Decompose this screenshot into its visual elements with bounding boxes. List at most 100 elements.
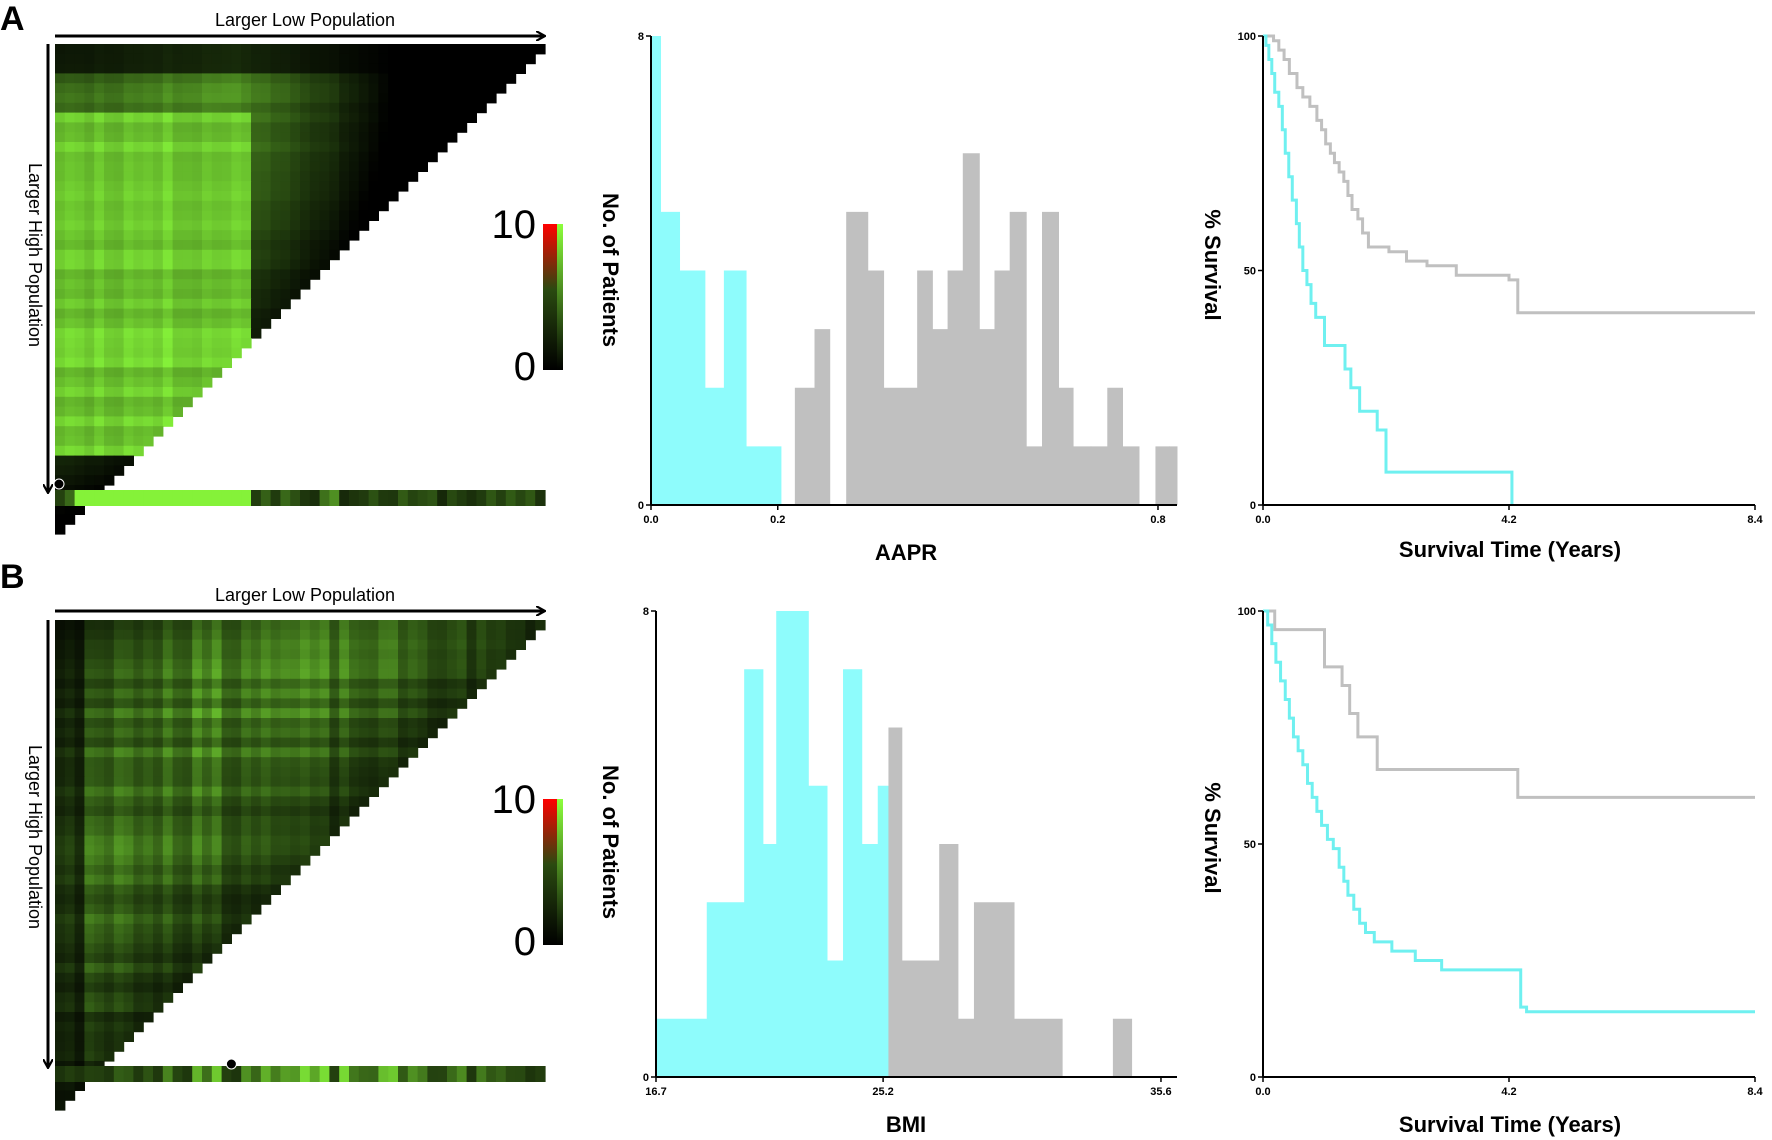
heatmap-cell [162,825,174,837]
heatmap-cell [64,377,76,388]
heatmap-cell [162,318,174,329]
heatmap-cell [368,63,379,74]
heatmap-cell [74,855,85,866]
heatmap-cell [447,122,458,133]
heatmap-cell [84,943,95,954]
heatmap-cell [143,347,154,359]
heatmap-cell [260,796,272,807]
heatmap-cell [123,259,134,270]
heatmap-cell [182,259,193,270]
histogram-bar [979,329,995,505]
heatmap-cell [368,151,379,163]
heatmap-cell [133,914,144,925]
heatmap-cell [74,933,85,944]
heatmap-cell [143,44,154,55]
heatmap-cell [211,669,223,680]
heatmap-cell [211,688,223,699]
heatmap-cell [211,649,223,660]
heatmap-cell [113,102,125,114]
heatmap-cell [300,786,311,797]
heatmap-cell [133,181,144,192]
heatmap-cell [202,161,213,172]
heatmap-cell [113,367,125,378]
heatmap-cell [525,629,536,641]
heatmap-cell [172,943,183,954]
heatmap-cell [153,308,164,319]
heatmap-cell [358,776,370,788]
heatmap-cell [280,639,291,650]
heatmap-cell [74,914,85,925]
heatmap-cell [211,678,223,690]
heatmap-cell [64,884,76,895]
heatmap-cell [162,757,174,768]
heatmap-cell [162,835,174,846]
heatmap-cell [133,445,144,457]
heatmap-cell [251,259,262,270]
heatmap-cell [133,629,144,641]
heatmap-cell [133,269,144,280]
heatmap-cell [300,629,311,641]
heatmap-cell [447,659,458,670]
heatmap-cell [172,377,183,388]
heatmap-cell [251,669,262,680]
heatmap-cell [104,1051,115,1062]
heatmap-cell [241,747,252,758]
heatmap-cell [192,269,203,280]
heatmap-cell [74,396,85,408]
heatmap-cell [104,865,115,876]
strip-cell [515,490,526,506]
heatmap-cell [94,102,105,114]
heatmap-cell [339,698,350,709]
heatmap-cell [290,63,301,74]
heatmap-cell [290,181,301,192]
heatmap-cell [270,161,281,172]
heatmap-cell [84,298,95,310]
heatmap-cell [64,181,76,192]
heatmap-cell [94,649,105,660]
heatmap-cell [172,708,183,719]
heatmap-cell [162,845,174,856]
heatmap-cell [300,806,311,817]
heatmap-cell [427,708,438,719]
heatmap-cell [329,688,340,699]
heatmap-cell [329,659,340,670]
heatmap-cell [496,649,507,660]
heatmap-bottom-strip [55,490,546,506]
heatmap-cell [94,767,105,778]
heatmap-cell [447,698,458,709]
heatmap-cell [202,904,213,915]
heatmap-cell [486,83,497,94]
heatmap-cell [378,132,389,143]
heatmap-cell [113,93,125,104]
heatmap-cell [241,240,252,251]
heatmap-cell [319,659,330,670]
heatmap-cell [192,914,203,925]
strip-cell [398,1066,409,1082]
heatmap-cell [368,210,379,221]
heatmap-cell [55,963,66,974]
heatmap-cell [300,620,311,631]
heatmap-cell [486,629,497,641]
heatmap-cell [211,259,223,270]
heatmap-cell [123,63,134,74]
heatmap-cell [221,200,232,212]
heatmap-cell [231,649,242,660]
heatmap-cell [172,933,183,944]
heatmap-cell [182,874,193,886]
heatmap-cell [388,63,399,74]
strip-cell [133,490,144,506]
heatmap-cell [300,181,311,192]
heatmap-cell [339,786,350,797]
heatmap-cell [280,865,291,876]
heatmap-cell [74,767,85,778]
strip-cell [192,1066,203,1082]
heatmap-cell [388,53,399,65]
heatmap-cell [182,279,193,290]
heatmap-cell [270,73,281,84]
heatmap-cell [133,855,144,866]
heatmap-cell [270,142,281,153]
heatmap-cell [300,151,311,163]
heatmap-cell [192,884,203,895]
heatmap-cell [104,338,115,349]
heatmap-cell [290,816,301,827]
